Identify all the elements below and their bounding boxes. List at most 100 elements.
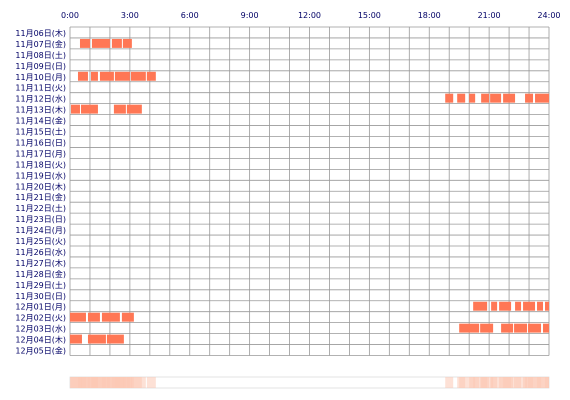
activity-bar xyxy=(514,323,528,333)
activity-bar xyxy=(70,334,82,344)
day-label: 11月21日(金) xyxy=(15,192,66,202)
summary-mark xyxy=(491,377,498,388)
activity-bar xyxy=(87,312,100,322)
day-label: 12月01日(月) xyxy=(15,303,66,312)
summary-mark xyxy=(528,377,542,388)
summary-mark xyxy=(146,377,156,388)
activity-bar xyxy=(499,301,512,311)
day-label: 12月03日(水) xyxy=(15,324,66,334)
activity-bar xyxy=(130,71,146,81)
activity-bar xyxy=(111,38,122,48)
summary-mark xyxy=(514,377,528,388)
day-label: 11月15日(土) xyxy=(15,127,66,137)
day-label: 12月04日(木) xyxy=(15,335,66,345)
activity-bar xyxy=(481,93,490,103)
day-label: 11月27日(木) xyxy=(15,258,66,268)
activity-bar xyxy=(106,334,124,344)
activity-bar xyxy=(501,323,514,333)
summary-mark xyxy=(459,377,480,388)
day-label: 11月09日(日) xyxy=(15,62,66,71)
x-tick-label: 24:00 xyxy=(537,11,560,20)
day-label: 11月20日(木) xyxy=(15,181,66,191)
x-tick-label: 9:00 xyxy=(241,11,259,20)
day-label: 11月10日(月) xyxy=(15,73,66,82)
activity-bar xyxy=(537,301,544,311)
activity-bar xyxy=(503,93,516,103)
activity-bar xyxy=(525,93,534,103)
day-label: 11月08日(土) xyxy=(15,50,66,60)
day-label: 11月22日(土) xyxy=(15,203,66,213)
activity-bar xyxy=(114,71,130,81)
summary-mark xyxy=(121,377,134,388)
activity-bar xyxy=(445,93,454,103)
activity-bar xyxy=(146,71,156,81)
day-label: 11月29日(土) xyxy=(15,280,66,290)
activity-bar xyxy=(80,104,98,114)
x-tick-labels: 0:00 3:00 6:00 9:00 12:00 15:00 18:00 21:00 24:0… xyxy=(61,11,561,20)
activity-bar xyxy=(101,312,120,322)
activity-bar xyxy=(491,301,498,311)
day-label: 11月25日(火) xyxy=(15,237,66,246)
summary-mark xyxy=(501,377,514,388)
activity-bar xyxy=(528,323,542,333)
day-label: 11月12日(水) xyxy=(15,94,66,104)
activity-bar xyxy=(457,93,466,103)
activity-bar xyxy=(543,323,549,333)
activity-bar xyxy=(87,334,106,344)
summary-mark xyxy=(445,377,454,388)
activity-bar xyxy=(79,38,90,48)
summary-strip xyxy=(69,376,550,389)
activity-bar xyxy=(70,104,80,114)
summary-mark xyxy=(543,377,549,388)
summary-mark xyxy=(480,377,494,388)
activity-bar xyxy=(90,71,98,81)
activity-bars xyxy=(70,38,549,344)
activity-bar xyxy=(469,93,476,103)
day-label: 11月19日(水) xyxy=(15,170,66,180)
x-tick-label: 0:00 xyxy=(61,11,79,20)
activity-bar xyxy=(535,93,549,103)
summary-mark xyxy=(126,377,142,388)
activity-bar xyxy=(480,323,494,333)
activity-bar xyxy=(91,38,110,48)
activity-bar xyxy=(523,301,536,311)
activity-bar xyxy=(77,71,88,81)
day-label: 11月18日(火) xyxy=(15,160,66,169)
activity-bar xyxy=(490,93,502,103)
day-label: 11月16日(日) xyxy=(15,138,66,147)
x-tick-label: 21:00 xyxy=(478,11,501,20)
activity-bar xyxy=(126,104,142,114)
summary-mark xyxy=(87,377,106,388)
x-tick-label: 3:00 xyxy=(121,11,139,20)
activity-bar xyxy=(70,312,86,322)
day-label: 11月17日(月) xyxy=(15,149,66,158)
x-tick-label: 6:00 xyxy=(181,11,199,20)
x-tick-label: 12:00 xyxy=(298,11,321,20)
grid xyxy=(69,26,550,356)
day-label: 12月02日(火) xyxy=(15,314,66,323)
activity-bar xyxy=(99,71,114,81)
x-tick-label: 15:00 xyxy=(358,11,381,20)
day-label: 11月11日(火) xyxy=(15,84,66,93)
activity-bar xyxy=(113,104,126,114)
day-label: 11月26日(水) xyxy=(15,247,66,257)
summary-mark xyxy=(70,377,82,388)
day-label: 11月06日(木) xyxy=(15,28,66,38)
day-label: 12月05日(金) xyxy=(15,346,66,356)
activity-bar xyxy=(545,301,549,311)
activity-bar xyxy=(459,323,480,333)
day-labels: 11月06日(木)11月07日(金)11月08日(土) 11月09日(日) 11月1… xyxy=(15,28,66,356)
activity-bar xyxy=(121,312,134,322)
activity-bar xyxy=(122,38,132,48)
day-label: 11月14日(金) xyxy=(15,116,66,126)
x-tick-label: 18:00 xyxy=(418,11,441,20)
day-label: 11月23日(日) xyxy=(15,215,66,224)
activity-bar xyxy=(473,301,488,311)
summary-mark xyxy=(106,377,124,388)
day-label: 11月30日(日) xyxy=(15,292,66,301)
day-label: 11月13日(木) xyxy=(15,105,66,115)
day-label: 11月24日(月) xyxy=(15,226,66,235)
activity-bar xyxy=(515,301,522,311)
day-label: 11月28日(金) xyxy=(15,269,66,279)
